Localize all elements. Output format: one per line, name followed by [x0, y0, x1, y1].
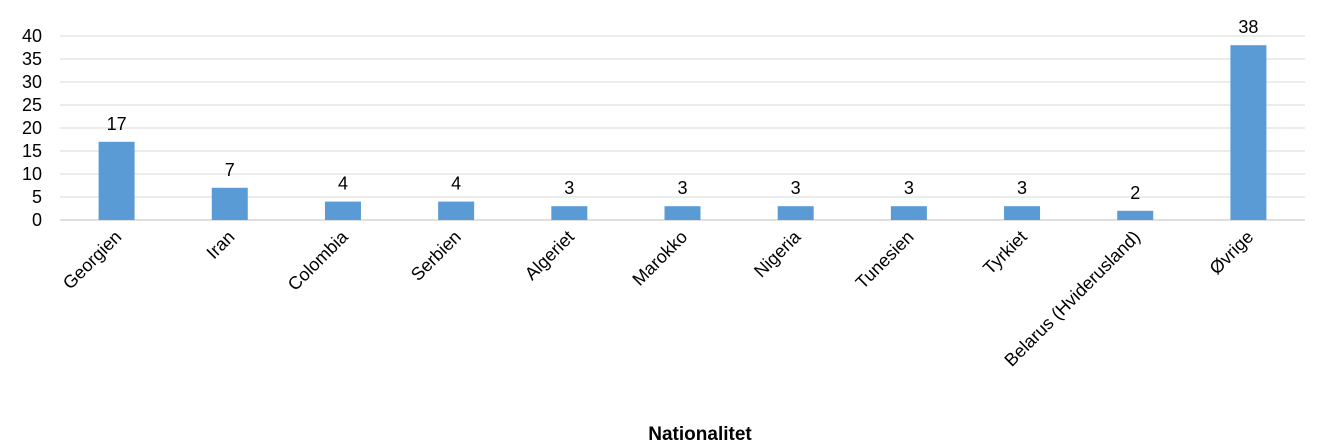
category-label: Marokko: [628, 227, 691, 290]
bar: [1004, 206, 1041, 220]
data-label: 2: [1130, 183, 1140, 203]
category-label: Iran: [203, 227, 239, 263]
y-tick-label: 25: [22, 95, 42, 115]
data-label: 4: [451, 174, 461, 194]
gridlines: [60, 35, 1305, 221]
category-label: Nigeria: [750, 226, 805, 281]
category-label: Algeriet: [521, 227, 578, 284]
category-label: Georgien: [59, 227, 126, 294]
bars: [98, 45, 1267, 221]
data-labels: 17 7 4 4 3 3 3 3 3 2 38: [107, 17, 1259, 203]
category-label: Øvrige: [1206, 227, 1258, 279]
y-tick-label: 30: [22, 72, 42, 92]
bar: [98, 141, 135, 220]
y-tick-label: 10: [22, 164, 42, 184]
y-tick-label: 20: [22, 118, 42, 138]
data-label: 7: [225, 160, 235, 180]
bar: [211, 187, 248, 220]
y-tick-label: 35: [22, 49, 42, 69]
category-label: Tyrkiet: [979, 227, 1031, 279]
data-label: 3: [904, 178, 914, 198]
data-label: 3: [791, 178, 801, 198]
category-label: Tunesien: [852, 227, 918, 293]
bar: [664, 206, 701, 220]
y-tick-label: 0: [32, 210, 42, 230]
data-label: 3: [1017, 178, 1027, 198]
y-tick-label: 15: [22, 141, 42, 161]
x-axis-category-labels: Georgien Iran Colombia Serbien Algeriet Marok…: [59, 226, 1257, 370]
y-tick-label: 40: [22, 26, 42, 46]
data-label: 38: [1238, 17, 1258, 37]
bar: [324, 201, 361, 220]
data-label: 3: [564, 178, 574, 198]
x-axis-title: Nationalitet: [648, 424, 752, 445]
bar: [777, 206, 814, 220]
y-axis-tick-labels: 0 5 10 15 20 25 30 35 40: [22, 26, 42, 230]
bar: [1117, 210, 1154, 220]
bar: [438, 201, 475, 220]
bar: [1230, 45, 1267, 221]
category-label: Serbien: [407, 227, 465, 285]
bar: [890, 206, 927, 220]
category-label: Colombia: [284, 226, 353, 295]
bar: [551, 206, 588, 220]
y-tick-label: 5: [32, 187, 42, 207]
data-label: 17: [107, 114, 127, 134]
data-label: 4: [338, 174, 348, 194]
data-label: 3: [677, 178, 687, 198]
